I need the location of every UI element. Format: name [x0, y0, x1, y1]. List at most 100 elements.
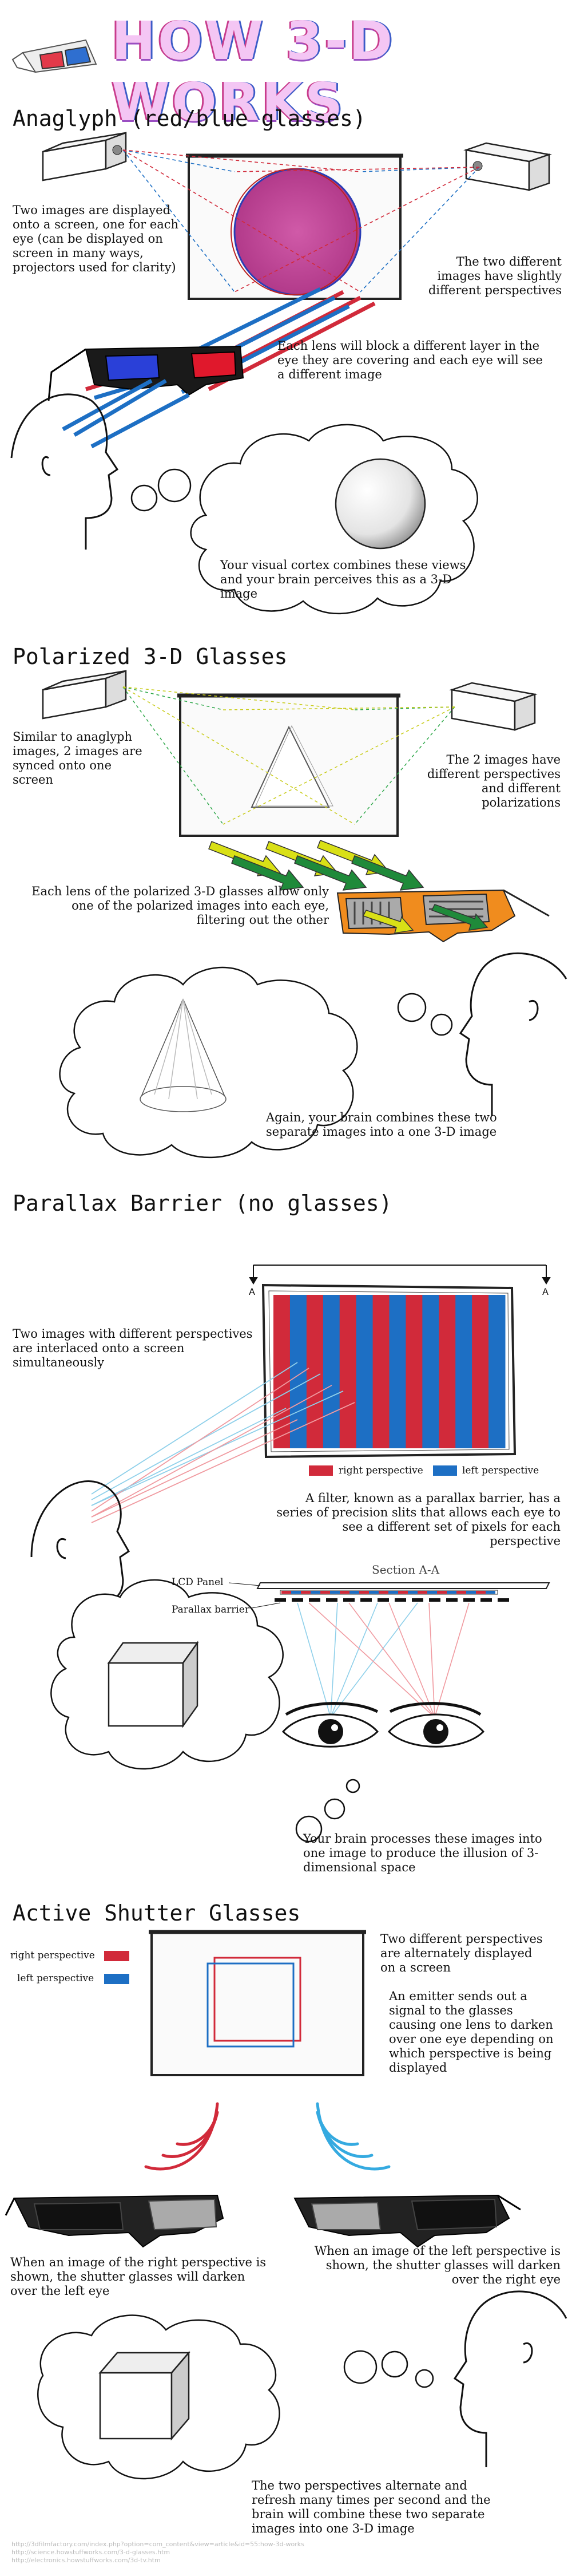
thought-bubble-parallax — [50, 1579, 360, 1843]
signal-waves-blue — [316, 2102, 391, 2171]
barrier-slit-block — [343, 1598, 355, 1602]
stripe-left-perspective — [356, 1295, 374, 1448]
legend-swatch-right — [309, 1465, 333, 1476]
legend-swatch-left — [104, 1974, 129, 1984]
section-heading-shutter: Active Shutter Glasses — [13, 1901, 301, 1926]
stripe-right-perspective — [273, 1295, 291, 1448]
lcd-pixel — [418, 1591, 427, 1594]
interlaced-screen — [261, 1283, 517, 1459]
thought-bubble-shutter — [37, 2314, 434, 2480]
parallax-illustration — [30, 1265, 551, 1843]
cube-3d-icon — [107, 1641, 199, 1728]
stripe-left-perspective — [389, 1295, 406, 1448]
barrier-slit-block — [395, 1598, 406, 1602]
polarized-illustration — [42, 670, 567, 1159]
shutter-emitter-text: An emitter sends out a signal to the gla… — [389, 1989, 554, 2075]
anaglyph-perspectives-text: The two different images have slightly d… — [428, 255, 562, 297]
projector-right-icon — [463, 142, 552, 191]
anaglyph-display-text: Two images are displayed onto a screen, … — [13, 203, 179, 274]
lcd-pixel — [359, 1591, 369, 1594]
parallax-filter-text: A filter, known as a parallax barrier, h… — [276, 1491, 561, 1548]
stripe-right-perspective — [339, 1295, 357, 1448]
lcd-pixel — [398, 1591, 408, 1594]
projector-right-icon — [449, 682, 538, 731]
polarized-synced-text: Similar to anaglyph images, 2 images are… — [13, 730, 142, 787]
sphere-3d-icon — [335, 458, 426, 550]
lcd-pixel — [330, 1591, 340, 1594]
shutter-alternate-text: Two different perspectives are alternate… — [380, 1932, 543, 1974]
section-marker-a-right: A — [542, 1286, 549, 1297]
shutter-legend-left: left perspective — [17, 1973, 94, 1984]
anaglyph-lens-text: Each lens will block a different layer i… — [277, 339, 543, 381]
lcd-pixel — [349, 1591, 359, 1594]
stripe-right-perspective — [472, 1295, 489, 1448]
lcd-pixel — [437, 1591, 447, 1594]
barrier-slit-block — [412, 1598, 423, 1602]
head-outline-right — [453, 2290, 567, 2467]
projection-screen — [177, 693, 400, 837]
page-title: HOW 3-D WORKS — [112, 10, 395, 133]
section-a-a-label: Section A-A — [372, 1563, 440, 1577]
section-heading-parallax: Parallax Barrier (no glasses) — [13, 1191, 392, 1216]
stripe-right-perspective — [439, 1295, 456, 1448]
source-link-3[interactable]: http://electronics.howstuffworks.com/3d-… — [11, 2557, 161, 2564]
polarized-polarizations-text: The 2 images have different perspectives… — [427, 753, 561, 809]
section-heading-polarized: Polarized 3-D Glasses — [13, 644, 288, 669]
lcd-pixel — [486, 1591, 495, 1594]
stripe-right-perspective — [406, 1295, 423, 1448]
lcd-pixel — [291, 1591, 301, 1594]
shutter-right-text: When an image of the right perspective i… — [10, 2255, 267, 2298]
shutter-illustration — [5, 1930, 567, 2480]
lcd-panel-label: LCD Panel — [172, 1577, 224, 1588]
polarized-light-arrows — [208, 840, 424, 891]
source-link-2[interactable]: http://science.howstuffworks.com/3-d-gla… — [11, 2549, 170, 2556]
barrier-slit-block — [498, 1598, 509, 1602]
lcd-pixel — [379, 1591, 388, 1594]
lcd-pixel — [447, 1591, 456, 1594]
barrier-slit-block — [326, 1598, 337, 1602]
parallax-brain-text: Your brain processes these images into o… — [303, 1832, 542, 1874]
source-link-1[interactable]: http://3dfilmfactory.com/index.php?optio… — [11, 2541, 304, 2548]
polarized-lens-text: Each lens of the polarized 3-D glasses a… — [31, 884, 329, 927]
lcd-pixel — [281, 1591, 291, 1594]
barrier-slit-block — [275, 1598, 286, 1602]
barrier-slit-block — [309, 1598, 320, 1602]
lcd-pixel — [388, 1591, 398, 1594]
legend-right-perspective: right perspective — [339, 1465, 423, 1476]
thought-bubble-polarized — [59, 966, 453, 1159]
parallax-interlaced-text: Two images with different perspectives a… — [13, 1327, 253, 1369]
barrier-slit-block — [378, 1598, 389, 1602]
lcd-pixel — [408, 1591, 418, 1594]
shutter-legend-right: right perspective — [10, 1950, 95, 1961]
shutter-glasses-left-dark-icon — [5, 2194, 224, 2248]
lcd-pixel — [456, 1591, 466, 1594]
barrier-slit-block — [360, 1598, 372, 1602]
section-marker-a-left: A — [249, 1286, 255, 1297]
polarized-brain-text: Again, your brain combines these two sep… — [266, 1111, 497, 1139]
anaglyph-cortex-text: Your visual cortex combines these views … — [220, 558, 466, 600]
stripe-left-perspective — [488, 1295, 506, 1448]
projector-left-icon — [42, 132, 127, 181]
stripe-left-perspective — [422, 1295, 439, 1448]
section-a-markers — [249, 1265, 551, 1285]
head-outline-left — [30, 1480, 130, 1631]
legend-swatch-left — [433, 1465, 457, 1476]
lcd-pixel — [427, 1591, 437, 1594]
eyes-icon — [281, 1702, 485, 1748]
lcd-pixel — [476, 1591, 486, 1594]
barrier-slit-block — [292, 1598, 303, 1602]
stripe-left-perspective — [323, 1295, 340, 1448]
lcd-pixel — [301, 1591, 311, 1594]
parallax-barrier-label: Parallax barrier — [172, 1604, 249, 1615]
lcd-pixel — [369, 1591, 379, 1594]
shutter-refresh-text: The two perspectives alternate and refre… — [252, 2479, 491, 2535]
barrier-slit-block — [480, 1598, 492, 1602]
stripe-right-perspective — [372, 1295, 390, 1448]
head-outline-left — [10, 393, 119, 550]
header-3d-glasses-icon — [11, 39, 97, 73]
shutter-left-text: When an image of the left perspective is… — [314, 2244, 561, 2286]
head-outline-right — [459, 952, 567, 1116]
signal-waves-red — [144, 2102, 219, 2171]
stripe-right-perspective — [306, 1295, 324, 1448]
